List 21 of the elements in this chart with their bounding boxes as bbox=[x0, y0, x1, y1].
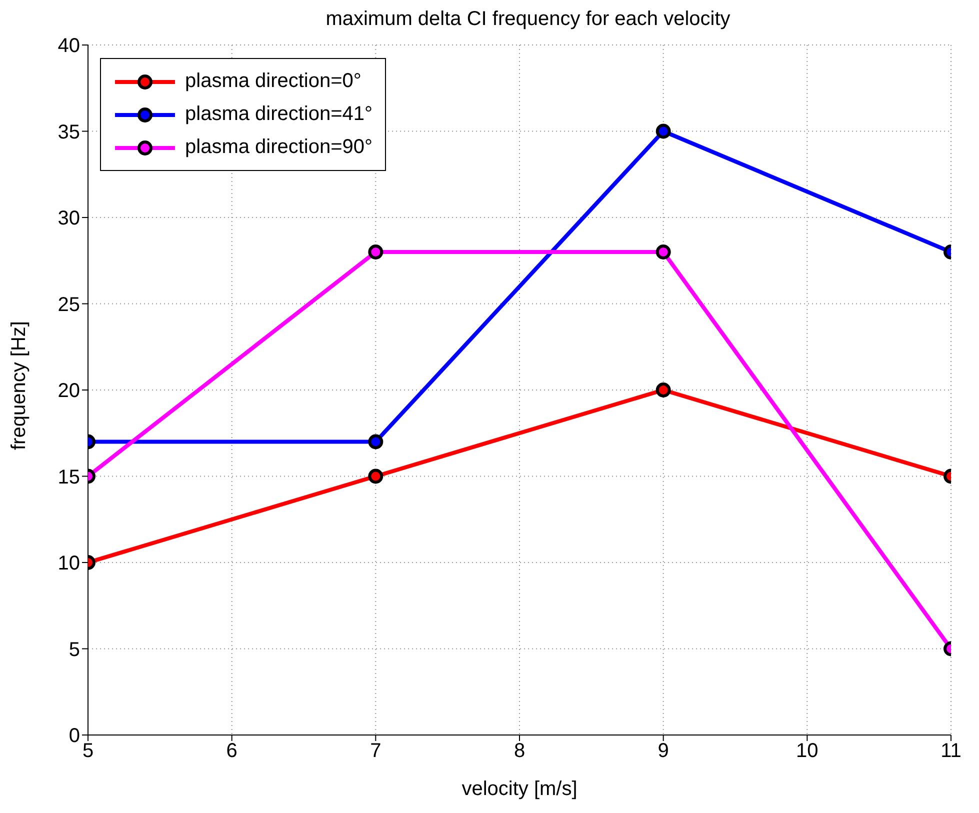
y-tick-label: 20 bbox=[58, 380, 80, 402]
y-tick-label: 0 bbox=[68, 725, 80, 748]
y-tick-label: 10 bbox=[58, 552, 80, 575]
x-tick-label: 10 bbox=[796, 740, 818, 762]
x-tick-label: 11 bbox=[940, 740, 962, 762]
y-tick-label: 30 bbox=[58, 208, 80, 230]
x-tick-label: 8 bbox=[514, 740, 526, 762]
y-tick-label: 5 bbox=[68, 638, 80, 661]
legend-label: plasma direction=90° bbox=[185, 136, 373, 159]
legend-label: plasma direction=0° bbox=[185, 70, 362, 93]
legend-label: plasma direction=41° bbox=[185, 103, 373, 126]
x-axis-title: velocity [m/s] bbox=[462, 778, 578, 800]
x-tick-label: 7 bbox=[370, 740, 382, 762]
y-axis-title: frequency [Hz] bbox=[8, 321, 30, 450]
x-tick-label: 6 bbox=[226, 740, 238, 762]
y-tick-label: 25 bbox=[58, 294, 80, 316]
y-tick-label: 40 bbox=[58, 35, 80, 58]
y-tick-label: 15 bbox=[58, 466, 80, 488]
chart-title: maximum delta CI frequency for each velocity bbox=[324, 8, 732, 31]
y-tick-label: 35 bbox=[58, 121, 80, 144]
x-tick-label: 9 bbox=[658, 740, 669, 762]
